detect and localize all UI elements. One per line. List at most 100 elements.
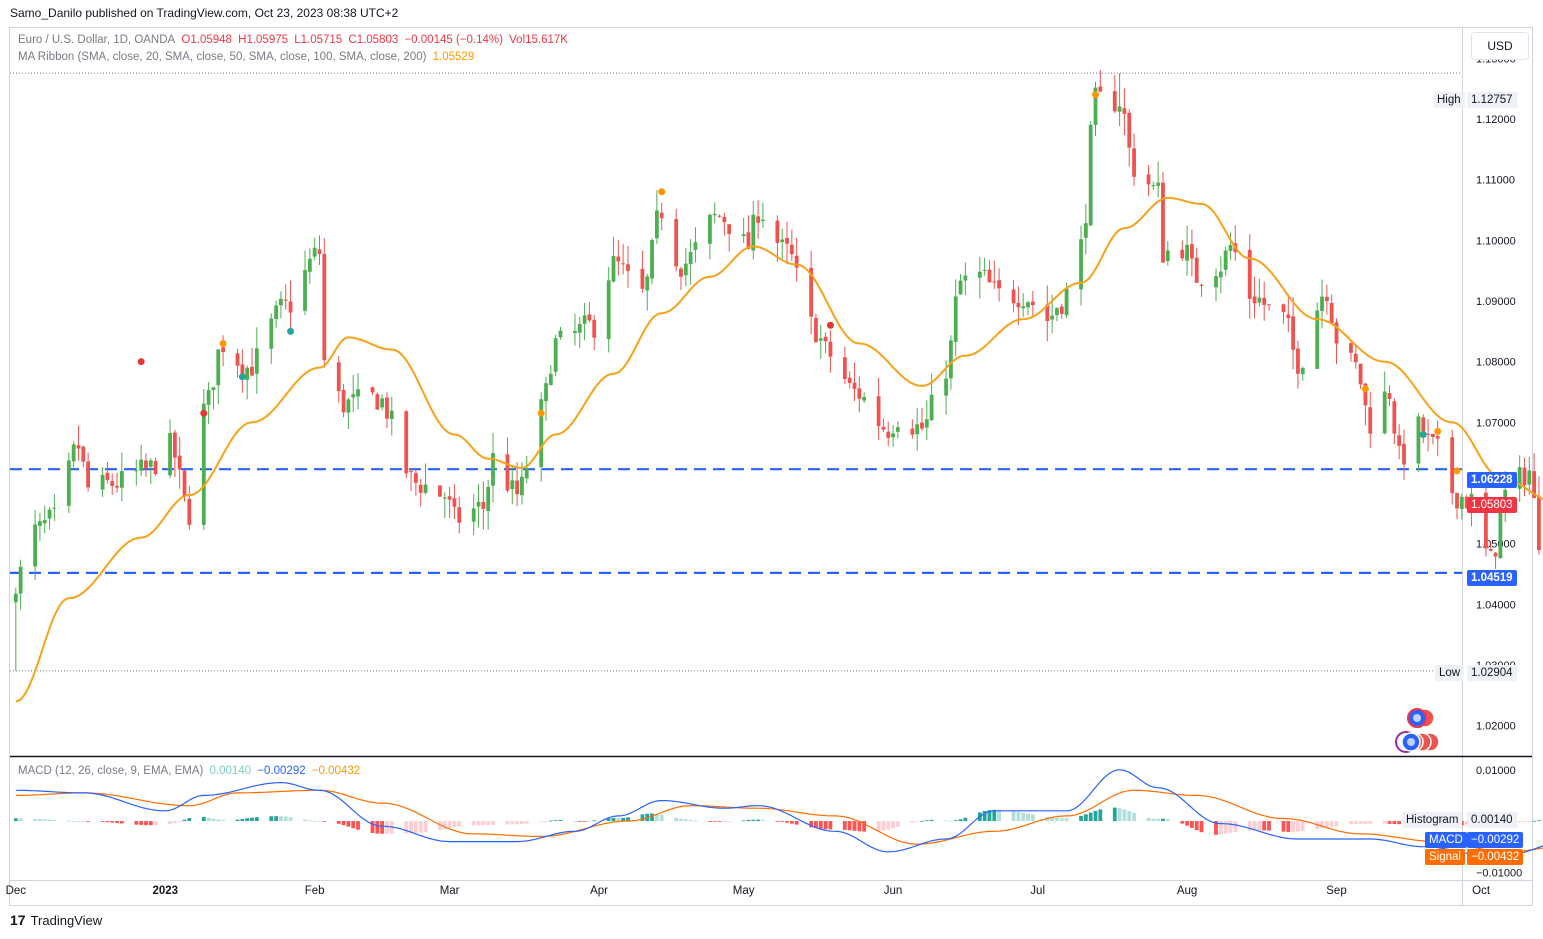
economic-events-icon[interactable] [1395,708,1440,753]
histogram-bar [346,821,351,827]
time-axis[interactable]: Dec2023FebMarAprMayJunJulAugSepOctNov [6,885,1543,897]
signal-marker [1453,467,1461,475]
candle-body [144,460,148,469]
candle-body [1146,174,1151,185]
ohlc-low: L1.05715 [294,34,343,46]
histogram-bar [144,821,148,826]
candle-body [187,498,192,525]
macd-axis[interactable]: 0.01000 −0.01000 [1476,765,1522,880]
histogram-bar [987,810,992,822]
histogram-bar [1011,811,1016,822]
support-price-label: 1.04519 [1467,570,1517,586]
candle-body [452,498,457,507]
histogram-bar [187,818,192,822]
candle-body [621,263,626,265]
histogram-bar [1161,818,1165,822]
candle-body [235,353,240,366]
candle-body [322,253,327,360]
signal-markers [137,91,1461,475]
histogram-bar [491,821,495,826]
candle-body [958,280,963,295]
time-tick-label: Dec [6,885,27,897]
macd-title[interactable]: MACD (12, 26, close, 9, EMA, EMA) [18,765,204,777]
time-tick-label: Aug [1177,885,1197,897]
candle-body [789,244,794,255]
histogram-bar [317,821,322,822]
ma-ribbon-title[interactable]: MA Ribbon (SMA, close, 20, SMA, close, 5… [18,51,427,63]
histogram-bar [76,821,81,822]
histogram-bar [539,821,544,822]
candle-body [148,460,153,467]
time-tick-label: Oct [1472,885,1491,897]
candle-body [842,357,847,379]
histogram-bar [1146,817,1151,822]
candle-body [847,377,852,383]
candle-body [1165,250,1170,262]
histogram-bar [558,820,563,822]
histogram-bar [413,821,418,833]
candle-body [1291,316,1296,350]
candle-body [910,428,915,435]
candle-body [953,296,958,342]
histogram-bar [1300,821,1305,832]
candle-body [47,509,52,519]
histogram-bar [847,821,852,831]
histogram-bar [611,817,616,822]
footer-brand[interactable]: 17 TradingView [10,912,102,928]
candle-body [385,397,389,419]
candle-body [1349,343,1353,353]
histogram-bar [1151,818,1156,822]
candle-body [438,485,442,497]
histogram-bar [351,821,356,829]
histogram-bar [269,816,274,822]
candle-body [380,398,385,408]
candle-body [1353,353,1358,363]
histogram-bar [119,821,124,824]
histogram-bar [1127,811,1132,822]
histogram-bar [279,816,283,822]
candle-body [1257,297,1262,303]
currency-button[interactable]: USD [1471,32,1529,60]
candle-body [457,507,462,523]
histogram-bar [727,821,732,822]
resistance-price-label: 1.06228 [1467,472,1517,488]
candle-body [1247,249,1252,299]
histogram-bar [182,819,187,822]
candle-body [1300,368,1305,375]
candle-body [86,461,91,488]
candle-body [780,239,785,243]
symbol-title[interactable]: Euro / U.S. Dollar, 1D, OANDA [18,34,176,46]
high-label-name: High [1433,92,1465,108]
candle-body [814,317,818,343]
candle-body [881,426,886,430]
histogram-bar [1537,820,1541,822]
histogram-bar [447,821,452,829]
histogram-bar [761,819,765,822]
histogram-bar [38,819,42,822]
histogram-bar [177,821,182,822]
candle-body [1180,249,1185,259]
candle-body [722,216,727,223]
signal-line [15,789,1543,853]
histogram-bar [1324,821,1329,828]
candle-body [409,471,413,473]
time-tick-label: Mar [440,885,460,897]
histogram-bar [573,821,577,822]
price-legend: Euro / U.S. Dollar, 1D, OANDA O1.05948 H… [18,34,571,46]
price-tick-label: 1.12000 [1476,114,1516,126]
price-axis[interactable]: 1.130001.120001.110001.100001.090001.080… [1476,53,1516,732]
histogram-bar [505,821,510,825]
histogram-bar [1156,818,1161,822]
candle-body [1416,416,1421,464]
histogram-bar [245,818,250,822]
candle-body [375,394,380,410]
candle-body [1214,276,1218,288]
candle-body [1464,496,1469,509]
histogram-bar [1112,807,1117,822]
candle-body [105,472,110,481]
candle-body [134,470,139,472]
histogram-bar [1180,821,1185,824]
histogram-bar [1464,821,1469,826]
candle-body [828,341,833,357]
